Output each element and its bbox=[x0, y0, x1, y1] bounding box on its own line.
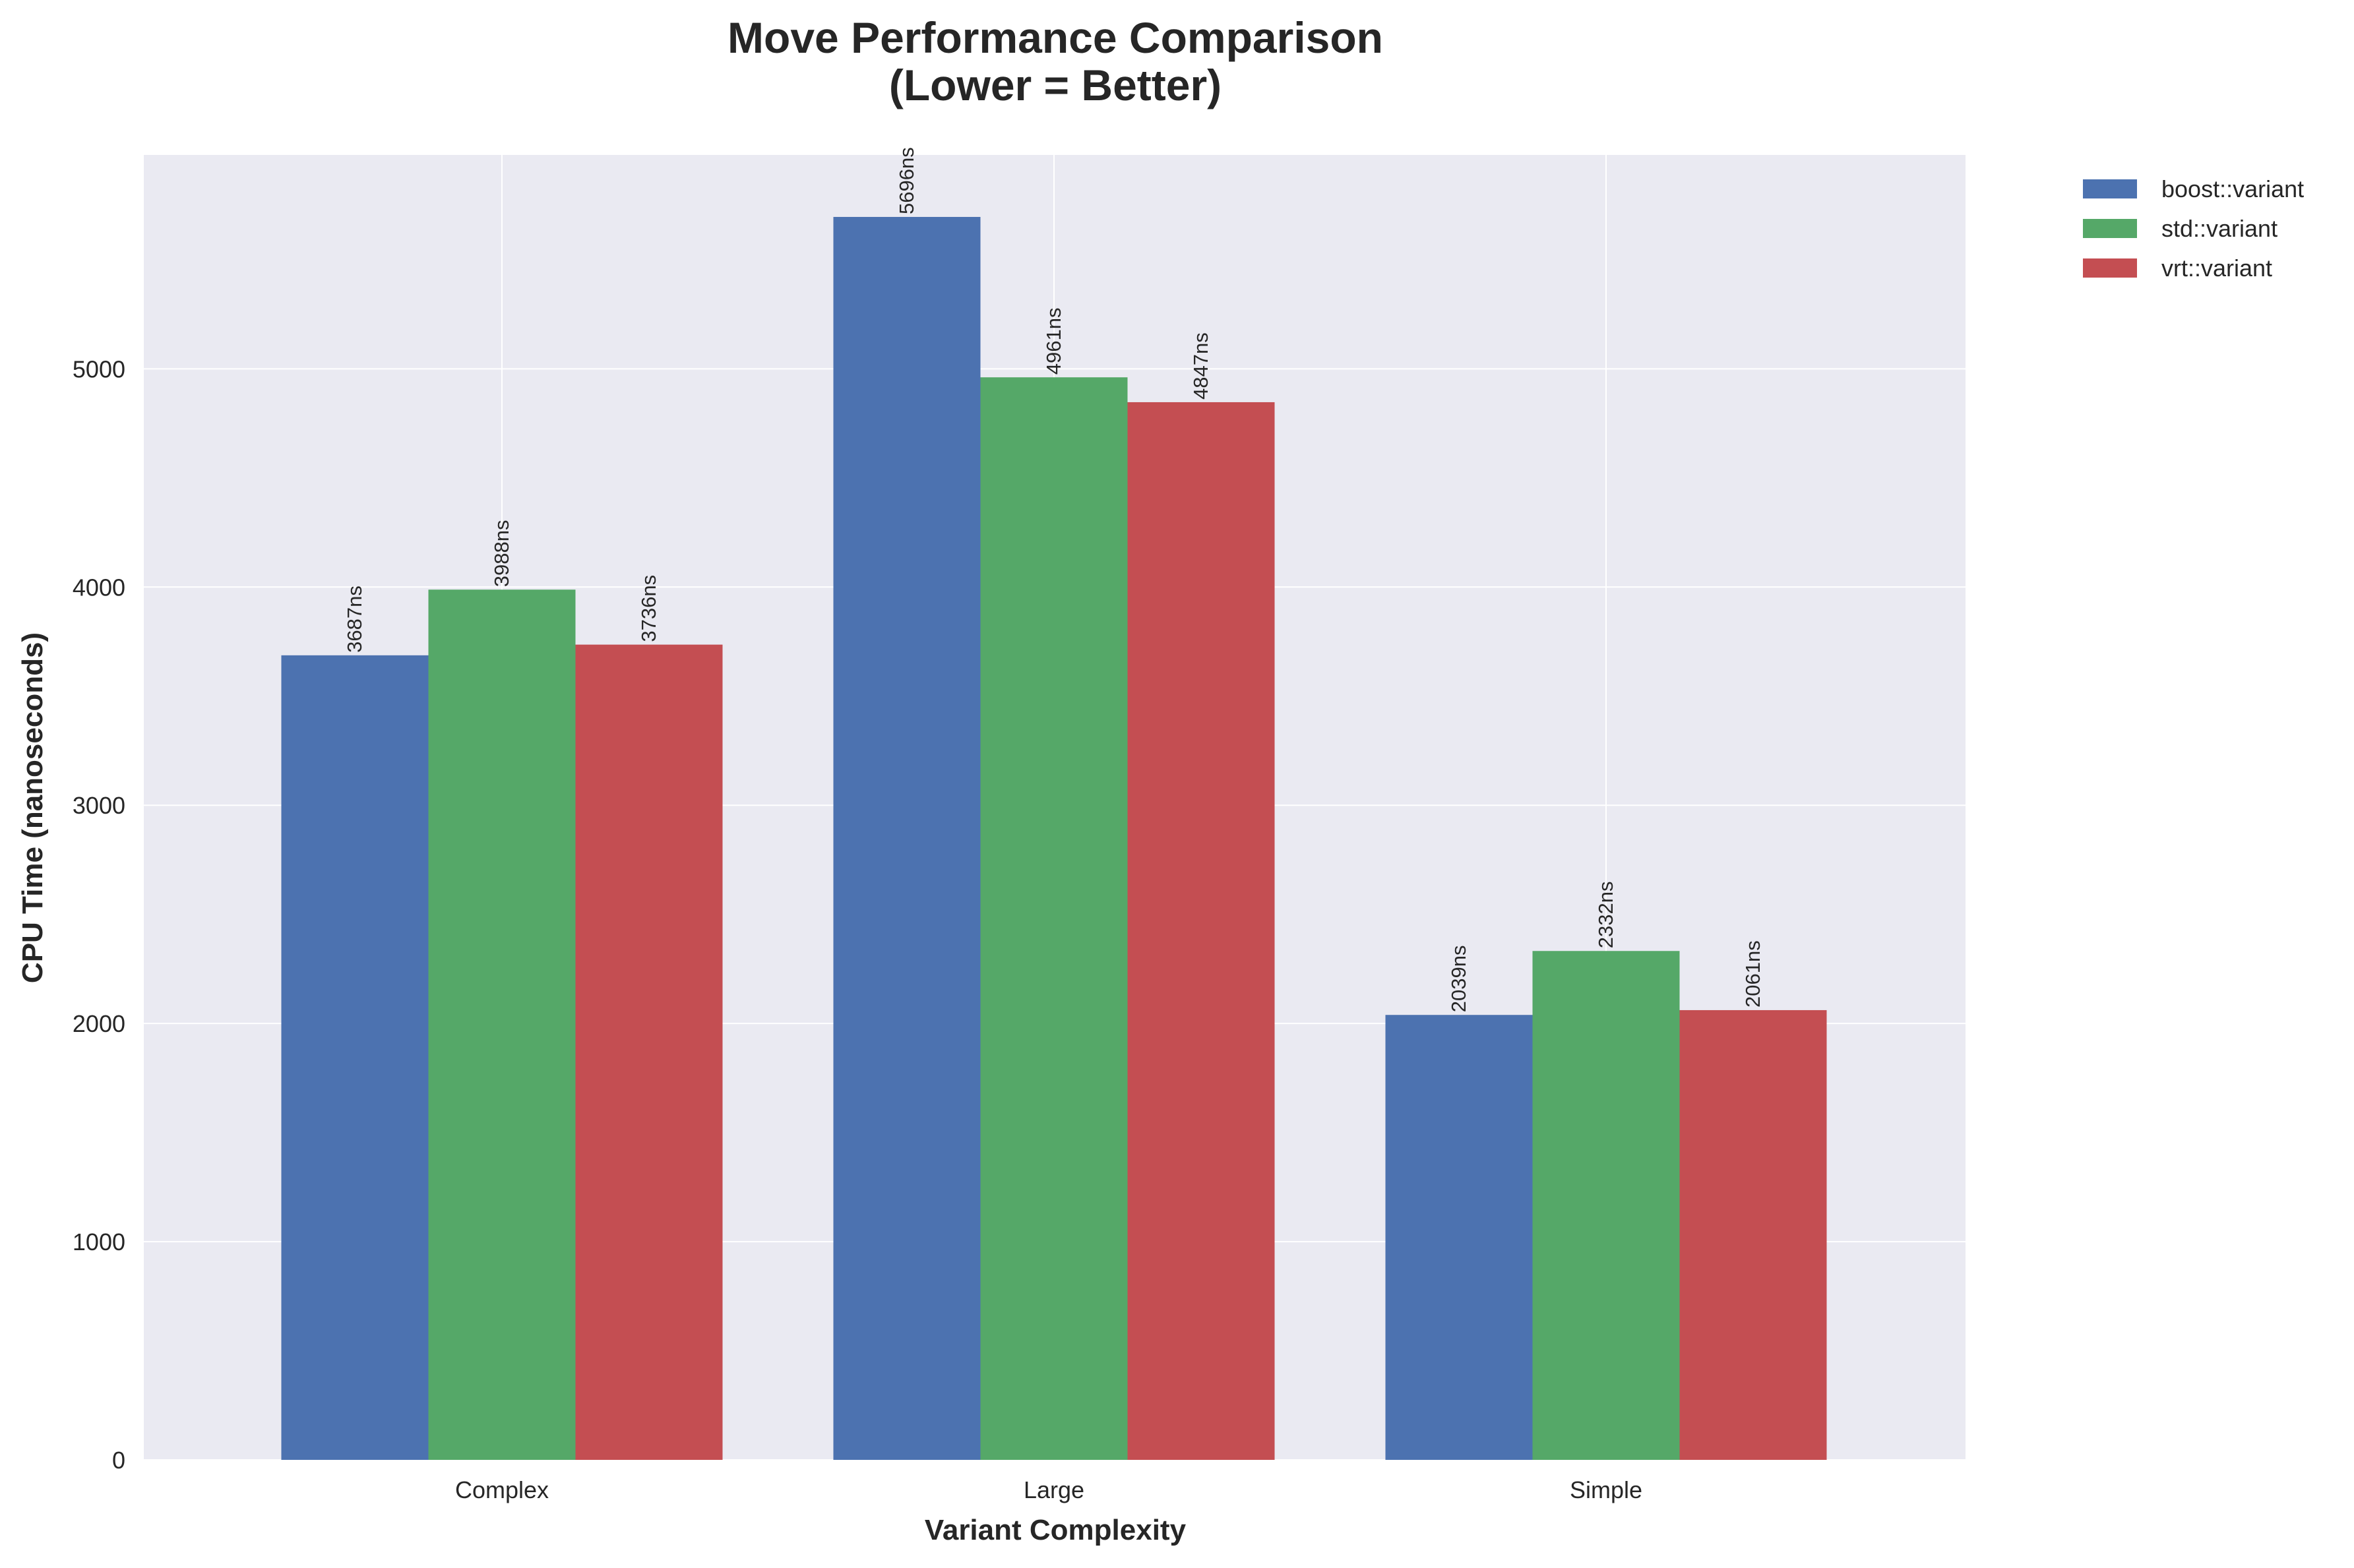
bar-value-label: 3988ns bbox=[490, 520, 513, 588]
y-tick-label: 5000 bbox=[73, 355, 125, 382]
bar bbox=[575, 644, 723, 1461]
bar-value-label: 2061ns bbox=[1741, 940, 1764, 1008]
y-tick-label: 4000 bbox=[73, 574, 125, 601]
chart-title-line-1: Move Performance Comparison bbox=[728, 13, 1383, 62]
bar-value-label: 3687ns bbox=[343, 586, 366, 653]
legend-swatch bbox=[2083, 179, 2137, 198]
bar bbox=[1532, 951, 1680, 1460]
bar-value-label: 4961ns bbox=[1042, 308, 1065, 375]
bar bbox=[833, 216, 981, 1460]
y-axis-label: CPU Time (nanoseconds) bbox=[16, 632, 49, 983]
x-axis-label: Variant Complexity bbox=[925, 1514, 1187, 1546]
x-axis-ticks: Complex Large Simple bbox=[455, 1476, 1642, 1503]
bar bbox=[281, 655, 429, 1460]
x-tick-label: Simple bbox=[1570, 1476, 1642, 1503]
legend-label: std::variant bbox=[2161, 215, 2277, 242]
legend-swatch bbox=[2083, 219, 2137, 238]
bar-value-label: 2039ns bbox=[1447, 946, 1470, 1013]
bar-value-label: 5696ns bbox=[895, 147, 918, 214]
bar-value-label: 4847ns bbox=[1189, 332, 1212, 400]
bar bbox=[1127, 402, 1275, 1461]
legend-swatch bbox=[2083, 258, 2137, 278]
bar bbox=[1679, 1010, 1827, 1460]
x-tick-label: Large bbox=[1024, 1476, 1084, 1503]
bars: 3687ns 5696ns 2039ns 3988ns 4961ns 2332ns 3736… bbox=[281, 147, 1827, 1461]
y-tick-label: 1000 bbox=[73, 1228, 125, 1255]
legend-label: vrt::variant bbox=[2161, 255, 2272, 282]
bar bbox=[1385, 1015, 1533, 1460]
y-tick-label: 3000 bbox=[73, 792, 125, 819]
legend-label: boost::variant bbox=[2161, 175, 2304, 202]
bar-value-label: 3736ns bbox=[637, 575, 660, 642]
bar bbox=[428, 589, 576, 1461]
x-tick-label: Complex bbox=[455, 1476, 549, 1503]
y-tick-label: 0 bbox=[112, 1447, 125, 1474]
bar bbox=[980, 377, 1128, 1460]
y-axis-ticks: 0 1000 2000 3000 4000 5000 bbox=[73, 355, 125, 1474]
chart-title-line-2: (Lower = Better) bbox=[889, 61, 1222, 109]
bar-value-label: 2332ns bbox=[1594, 882, 1617, 949]
y-tick-label: 2000 bbox=[73, 1010, 125, 1037]
